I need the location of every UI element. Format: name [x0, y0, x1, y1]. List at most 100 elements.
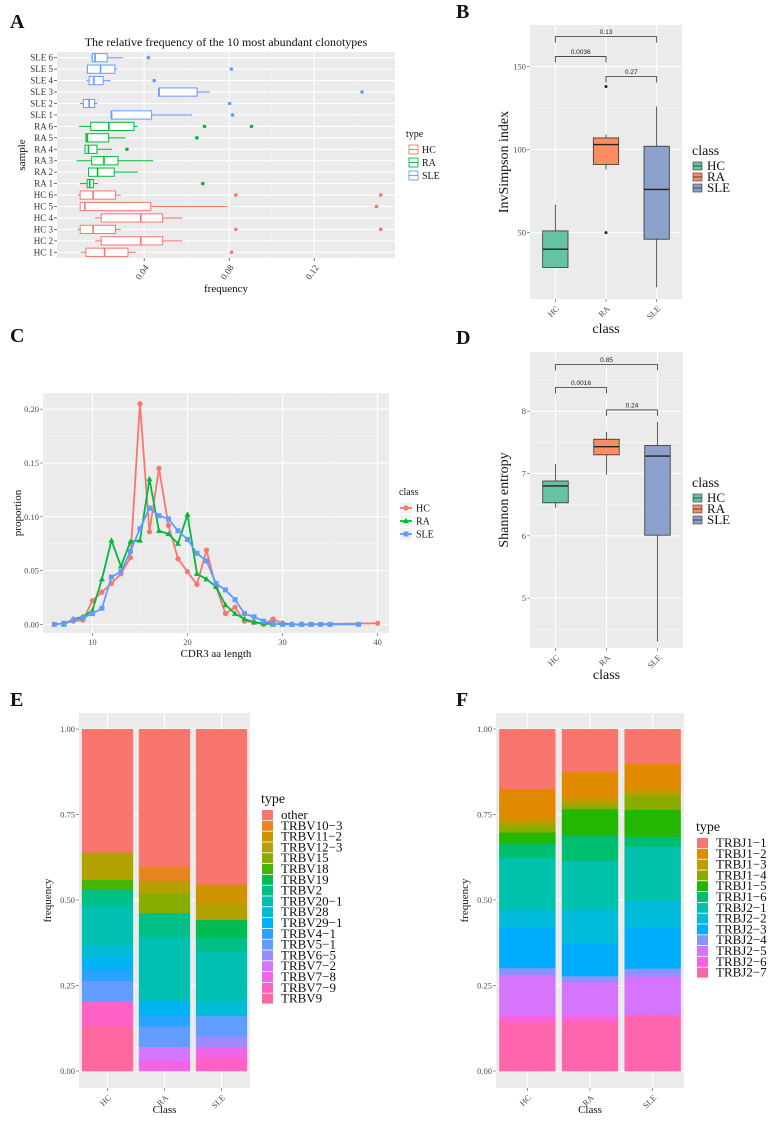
x-tick-label: HC	[98, 1092, 114, 1108]
legend-label: HC	[707, 158, 725, 173]
x-tick-label: SLE	[209, 1093, 227, 1111]
legend-title: type	[406, 129, 424, 140]
legend: class HC RA SLE	[399, 487, 434, 541]
data-point	[184, 536, 190, 542]
legend-label: SLE	[416, 530, 434, 541]
data-point	[165, 530, 172, 537]
legend-label: TRBV28	[281, 904, 329, 919]
y-axis-title: proportion	[12, 489, 24, 536]
legend-label: TRBJ2−7	[716, 965, 767, 980]
bar-ra	[561, 729, 619, 1072]
legend-title: type	[261, 792, 285, 807]
box	[79, 190, 116, 200]
data-point	[137, 401, 143, 407]
bar-segment-trbj1-5	[499, 832, 556, 844]
data-point	[127, 538, 134, 544]
y-tick-label: 0.10	[24, 512, 39, 522]
box-sle-1	[110, 110, 235, 120]
legend-label: TRBV15	[281, 850, 329, 865]
legend-key	[262, 853, 273, 864]
box	[592, 137, 620, 165]
bar-segment-trbj1-6	[499, 843, 556, 858]
legend-label: RA	[707, 169, 726, 184]
bar-sle	[195, 729, 248, 1072]
bar-segment-trbv6-5	[195, 1036, 248, 1048]
bar-segment-trbv4-1	[81, 969, 134, 982]
x-tick-label: 40	[373, 637, 382, 647]
y-tick-label: RA 6	[34, 121, 53, 131]
y-tick-label: 8	[522, 406, 526, 416]
data-point	[213, 583, 219, 589]
y-tick-label: RA 4	[34, 144, 53, 154]
bar-segment-trbv20-1	[81, 906, 134, 946]
y-tick-label: 50	[518, 228, 527, 238]
significance-bracket: 0.85	[555, 357, 658, 371]
bar-segment-trbv2	[81, 889, 134, 907]
legend-key	[697, 935, 708, 946]
bar-segment-trbj2-7	[561, 1021, 619, 1072]
x-axis-title: Class	[578, 1104, 602, 1116]
data-point	[261, 618, 267, 624]
bracket-line	[554, 36, 658, 43]
y-tick-label: HC 3	[34, 224, 54, 234]
bracket-line	[555, 364, 658, 371]
outlier-point	[125, 147, 129, 152]
legend-label: HC	[422, 145, 436, 156]
legend-label: TRBV7−2	[281, 958, 336, 973]
p-value-label: 0.0016	[571, 380, 591, 387]
legend-label: TRBJ2−5	[716, 943, 767, 958]
legend-label: TRBJ2−4	[716, 932, 767, 947]
legend-key	[262, 939, 273, 950]
bar-segment-trbj2-4	[499, 968, 556, 976]
legend-label: TRBJ1−6	[716, 889, 767, 904]
bar-segment-trbv2	[195, 937, 248, 952]
box-ra-6	[79, 121, 254, 132]
box	[91, 156, 119, 166]
legend-key	[697, 946, 708, 956]
legend-key	[262, 831, 273, 842]
data-point	[374, 620, 381, 626]
panel-c-chart: 10 20 30 40 0.00 0.05 0.10 0.15 0.20 CDR3 aa leng…	[12, 393, 434, 660]
legend-key	[697, 859, 708, 870]
outlier-point	[230, 113, 235, 117]
panel-label-a: A	[10, 11, 25, 33]
x-tick-label: 20	[183, 637, 192, 647]
data-point	[193, 570, 200, 577]
outlier-point	[233, 193, 238, 197]
panel-a-chart: The relative frequency of the 10 most ab…	[16, 35, 440, 295]
x-tick-label: HC	[546, 303, 562, 319]
bar-segment-trbv12-3	[81, 852, 134, 880]
x-axis-title: Class	[153, 1104, 177, 1116]
data-point	[289, 621, 295, 627]
legend-label: TRBJ1−1	[716, 835, 767, 850]
data-point	[318, 621, 324, 627]
y-tick-label: 100	[513, 145, 526, 155]
data-point	[308, 621, 314, 627]
legend-key	[262, 820, 273, 831]
bar-segment-trbj2-6	[624, 1014, 681, 1016]
y-tick-label: 0.00	[477, 1066, 492, 1076]
outlier-point	[378, 227, 383, 232]
y-tick-label: HC 6	[34, 190, 54, 200]
bar-segment-trbj2-2	[561, 909, 619, 945]
data-point	[241, 615, 248, 622]
y-tick-label: 150	[513, 62, 526, 72]
y-tick-label: 7	[522, 469, 526, 479]
legend-label: TRBV11−2	[281, 829, 342, 844]
legend-key	[697, 892, 708, 902]
bar-segment-trbv9	[81, 1025, 134, 1072]
bar-segment-trbv12-3	[195, 903, 248, 921]
legend-label: TRBV20−1	[281, 893, 343, 908]
legend-key	[697, 848, 708, 859]
legend-label: TRBJ1−4	[716, 867, 767, 882]
outlier-point	[195, 136, 199, 140]
bar-segment-trbv20-1	[195, 951, 248, 1002]
data-point	[270, 620, 276, 626]
bar-segment-trbj1-4	[624, 795, 681, 811]
box	[100, 236, 164, 246]
box	[100, 213, 164, 223]
bar-segment-trbj1-5	[624, 809, 681, 837]
y-tick-label: SLE 4	[30, 76, 53, 86]
